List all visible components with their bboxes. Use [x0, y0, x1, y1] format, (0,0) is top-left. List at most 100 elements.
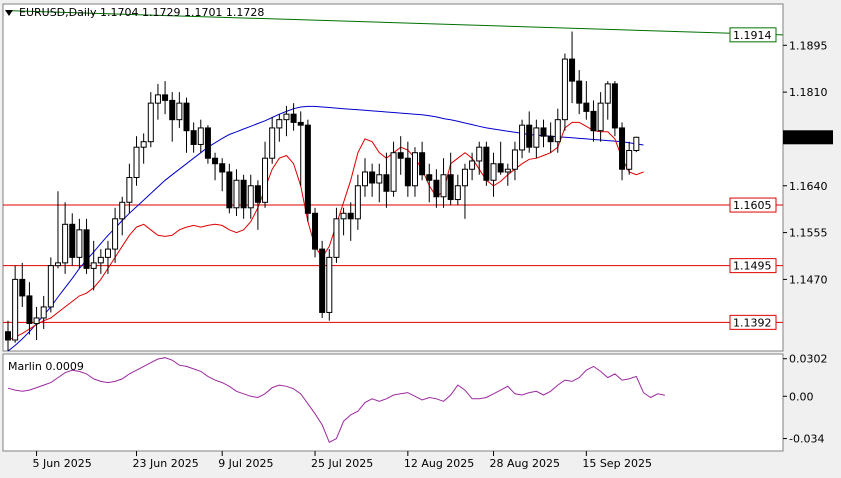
- candle-body: [447, 174, 454, 201]
- candle-body: [83, 229, 90, 269]
- candle: [19, 262, 26, 307]
- candle-body: [504, 168, 511, 173]
- candle: [390, 141, 397, 197]
- candle: [204, 125, 211, 164]
- candle-body: [26, 295, 33, 324]
- candle-body: [390, 152, 397, 192]
- candle-body: [590, 110, 597, 132]
- candle-body: [119, 201, 126, 220]
- candle: [383, 152, 390, 208]
- candle: [97, 249, 104, 274]
- price-tick-label: 1.1810: [789, 86, 828, 99]
- candle: [490, 152, 497, 197]
- candle: [547, 122, 554, 153]
- red-moving-average-line: [7, 121, 644, 341]
- axis-layer: 1.1895 1.1810 1.1640 1.1555 1.1470 0.0302 0.00…: [33, 39, 833, 470]
- candle-body: [633, 136, 640, 152]
- candle: [411, 147, 418, 197]
- candle-body: [362, 171, 368, 187]
- candle-body: [90, 262, 97, 269]
- candle: [112, 207, 119, 263]
- candle-body: [490, 163, 497, 181]
- candle-body: [604, 83, 611, 104]
- candle-body: [547, 135, 554, 143]
- candle-body: [69, 223, 76, 258]
- symbol-header: EURUSD,Daily 1.1704 1.1729 1.1701 1.1728: [19, 6, 264, 19]
- candle: [511, 141, 518, 181]
- price-tick-label: 1.1895: [789, 39, 828, 52]
- candle: [254, 180, 261, 230]
- candle: [433, 169, 440, 208]
- candle: [147, 92, 154, 148]
- level-label: 1.1495: [733, 260, 772, 273]
- level-label: 1.1605: [733, 199, 772, 212]
- candle: [40, 295, 47, 329]
- candle-body: [397, 152, 404, 159]
- candle: [497, 141, 504, 175]
- candle-body: [319, 248, 326, 313]
- candle-body: [583, 102, 590, 112]
- collapse-triangle-icon[interactable]: [5, 10, 13, 16]
- candle-body: [326, 256, 333, 313]
- candle-body: [619, 127, 626, 170]
- candle: [119, 196, 126, 236]
- candle: [262, 141, 269, 208]
- candle-body: [276, 119, 283, 129]
- candle: [483, 141, 490, 186]
- candle: [304, 119, 311, 222]
- candle: [183, 97, 190, 153]
- price-tick-label: 1.1555: [789, 227, 828, 240]
- candle: [540, 119, 547, 148]
- candle-body: [283, 113, 290, 121]
- candle: [611, 81, 618, 137]
- indicator-tick-label: 0.0302: [789, 353, 828, 366]
- candle: [440, 158, 447, 208]
- time-tick-label: 12 Aug 2025: [404, 457, 474, 470]
- candle: [469, 152, 476, 181]
- candle-body: [419, 152, 426, 176]
- candle-body: [469, 160, 476, 170]
- candle-body: [40, 306, 47, 319]
- candle-body: [226, 171, 233, 209]
- candle: [569, 31, 576, 104]
- candle-body: [254, 185, 261, 203]
- candle: [340, 207, 347, 236]
- candle-body: [33, 317, 40, 324]
- candle-body: [247, 185, 254, 209]
- price-layer: 1.1605 1.1495 1.1392 1.1914: [3, 10, 784, 352]
- candle: [454, 174, 461, 206]
- candle: [583, 81, 590, 120]
- candle-body: [497, 163, 504, 173]
- level-label: 1.1914: [733, 29, 772, 42]
- indicator-tick-label: 0.00: [789, 390, 814, 403]
- candle-body: [183, 102, 190, 132]
- candle-body: [104, 248, 111, 258]
- indicator-layer: [7, 357, 665, 443]
- candle-body: [240, 179, 247, 209]
- candle-body: [47, 265, 54, 308]
- candle-body: [569, 58, 576, 82]
- marlin-oscillator-line: [7, 357, 665, 443]
- candle: [126, 163, 133, 214]
- level-label-box: [729, 27, 777, 43]
- candle-body: [204, 127, 211, 159]
- candle-body: [147, 102, 154, 143]
- candle: [276, 114, 283, 142]
- indicator-panel[interactable]: [2, 353, 784, 452]
- candle: [347, 202, 354, 241]
- candle: [590, 100, 597, 142]
- candle-body: [112, 218, 119, 250]
- candle-body: [312, 212, 319, 250]
- candle: [376, 163, 383, 203]
- candle: [90, 240, 97, 291]
- level-label: 1.1392: [733, 316, 772, 329]
- candle: [447, 152, 454, 206]
- candle: [519, 119, 526, 159]
- candle: [247, 174, 254, 219]
- candle-body: [433, 179, 440, 198]
- candle: [576, 70, 583, 115]
- candle-body: [176, 102, 183, 121]
- candle-body: [269, 127, 276, 159]
